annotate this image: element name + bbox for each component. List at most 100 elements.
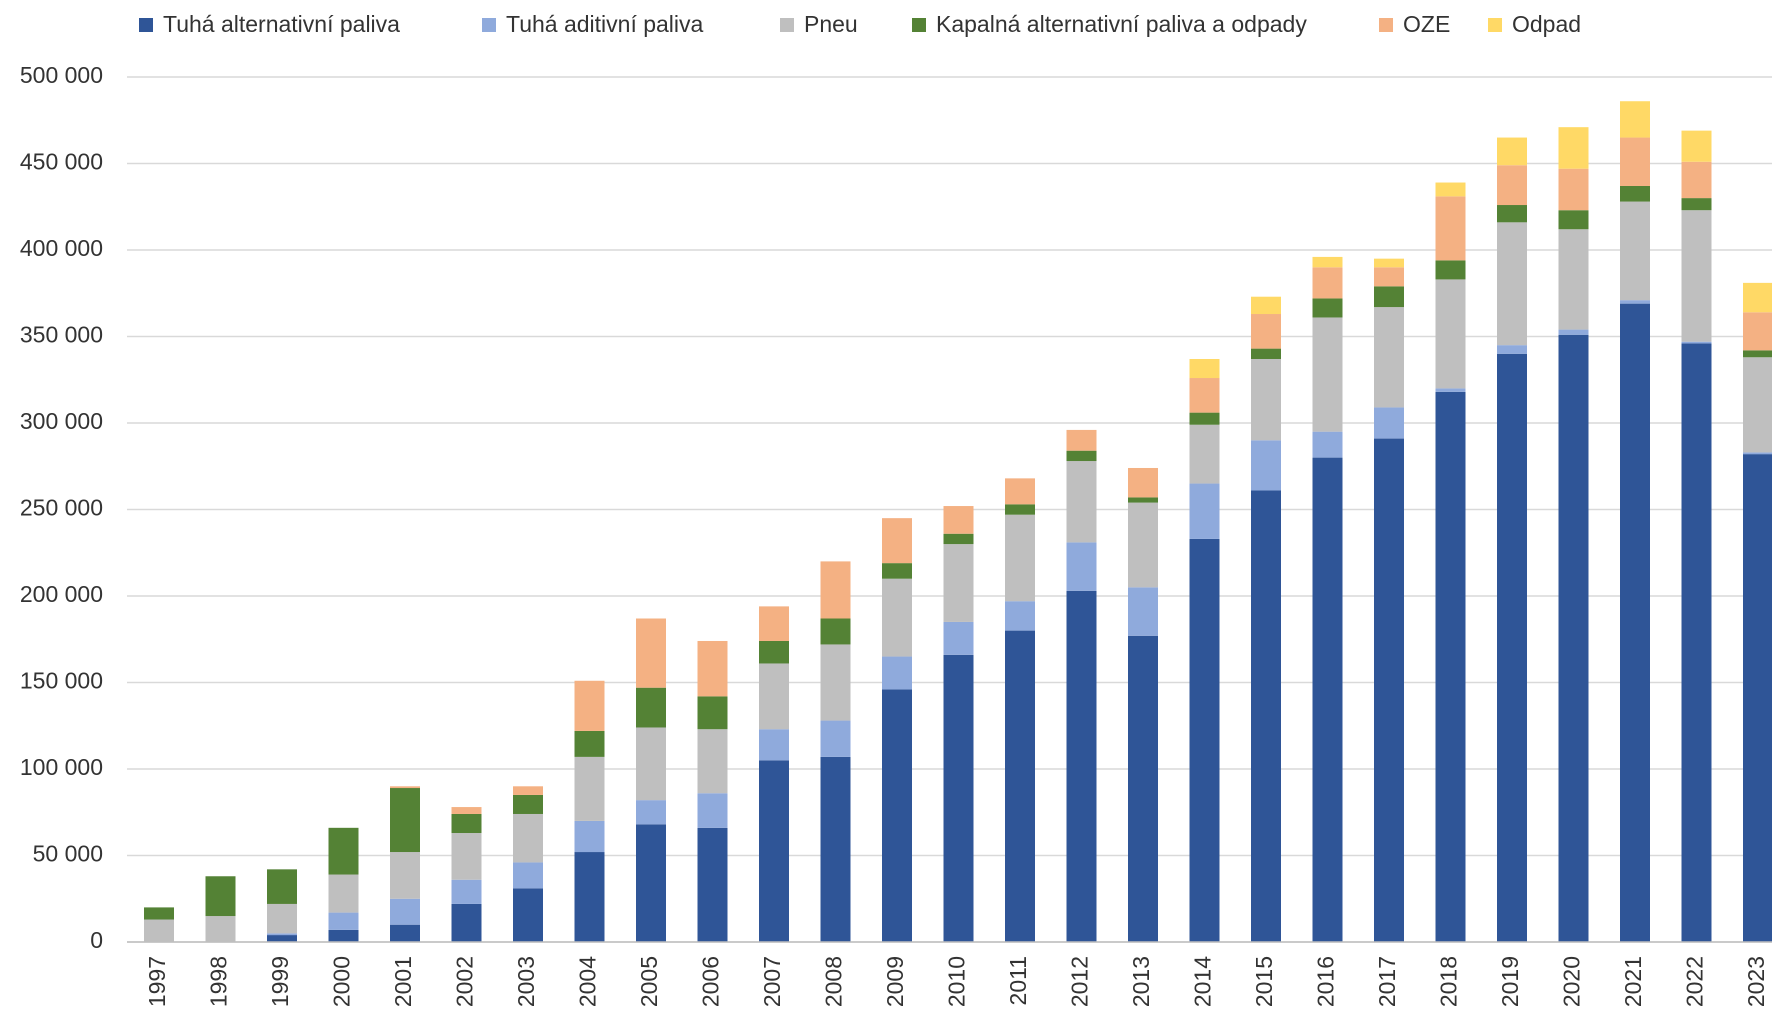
bar-segment bbox=[636, 618, 666, 688]
legend-label: Tuhá aditivní paliva bbox=[506, 11, 704, 37]
bar-segment bbox=[267, 935, 297, 942]
bar-segment bbox=[574, 730, 605, 757]
bar-segment bbox=[1312, 267, 1343, 299]
bar-segment bbox=[1497, 137, 1527, 166]
bar-segment bbox=[882, 518, 912, 564]
x-tick-label: 2003 bbox=[513, 956, 539, 1007]
bar-segment bbox=[1312, 298, 1343, 318]
bar-segment bbox=[1251, 314, 1281, 349]
bar-segment bbox=[390, 786, 420, 789]
x-tick-label: 1999 bbox=[267, 956, 293, 1007]
bar-segment bbox=[451, 903, 482, 942]
bar-segment bbox=[1558, 329, 1589, 335]
bar-segment bbox=[144, 907, 174, 920]
y-tick-label: 150 000 bbox=[20, 668, 103, 694]
x-tick-label: 2016 bbox=[1313, 956, 1339, 1007]
bar-segment bbox=[759, 606, 789, 641]
bar-segment bbox=[1620, 300, 1650, 304]
x-tick-label: 2022 bbox=[1682, 956, 1708, 1007]
bar-segment bbox=[1312, 457, 1343, 942]
bar-segment bbox=[1558, 334, 1589, 942]
bar-segment bbox=[1189, 483, 1220, 539]
bar-segment bbox=[943, 621, 974, 655]
bar-segment bbox=[759, 640, 789, 664]
bar-segment bbox=[390, 898, 420, 925]
bar-segment bbox=[451, 879, 482, 904]
bar-segment bbox=[1435, 182, 1466, 197]
legend-swatch bbox=[780, 18, 794, 32]
x-tick-label: 2004 bbox=[575, 956, 601, 1007]
y-tick-label: 250 000 bbox=[20, 495, 103, 521]
bar-segment bbox=[1743, 282, 1772, 313]
bar-segment bbox=[697, 729, 728, 794]
bar-segment bbox=[1374, 407, 1404, 439]
legend-swatch bbox=[139, 18, 153, 32]
bar-segment bbox=[1251, 348, 1281, 359]
bar-segment bbox=[1435, 279, 1466, 389]
bar-segment bbox=[1066, 542, 1097, 591]
bar-segment bbox=[697, 827, 728, 942]
x-tick-label: 2020 bbox=[1559, 956, 1585, 1007]
bar-segment bbox=[267, 933, 297, 936]
bar-segment bbox=[636, 687, 666, 728]
x-tick-label: 2007 bbox=[759, 956, 785, 1007]
x-tick-label: 2017 bbox=[1374, 956, 1400, 1007]
bar-segment bbox=[1435, 388, 1466, 392]
bar-segment bbox=[451, 807, 482, 814]
bar-segment bbox=[1128, 497, 1158, 503]
bar-segment bbox=[144, 919, 174, 942]
legend-swatch bbox=[1379, 18, 1393, 32]
bar-segment bbox=[943, 544, 974, 622]
bar-segment bbox=[1066, 590, 1097, 942]
y-tick-label: 450 000 bbox=[20, 149, 103, 175]
bar-segment bbox=[1681, 198, 1712, 211]
bar-segment bbox=[513, 862, 543, 889]
bar-segment bbox=[267, 903, 297, 934]
y-tick-label: 200 000 bbox=[20, 581, 103, 607]
bar-segment bbox=[1374, 438, 1404, 942]
bar-segment bbox=[1374, 258, 1404, 268]
x-tick-label: 2001 bbox=[390, 956, 416, 1007]
bar-segment bbox=[1189, 424, 1220, 484]
bar-segment bbox=[328, 827, 359, 875]
bar-segment bbox=[1681, 161, 1712, 199]
y-tick-label: 350 000 bbox=[20, 322, 103, 348]
bar-segment bbox=[1558, 229, 1589, 330]
bar-segment bbox=[943, 533, 974, 545]
bar-segment bbox=[1620, 137, 1650, 186]
bar-segment bbox=[1681, 341, 1712, 344]
x-tick-label: 2002 bbox=[452, 956, 478, 1007]
legend-swatch bbox=[1488, 18, 1502, 32]
bar-segment bbox=[1189, 378, 1220, 413]
x-tick-label: 2013 bbox=[1128, 956, 1154, 1007]
bar-segment bbox=[1005, 601, 1035, 631]
bar-segment bbox=[636, 824, 666, 942]
legend-label: Pneu bbox=[804, 11, 858, 37]
bar-segment bbox=[1681, 210, 1712, 342]
bar-segment bbox=[513, 786, 543, 795]
bar-segment bbox=[513, 794, 543, 814]
bar-segment bbox=[759, 729, 789, 761]
bar-segment bbox=[1128, 587, 1158, 636]
x-tick-label: 1997 bbox=[144, 956, 170, 1007]
bar-segment bbox=[1128, 635, 1158, 942]
x-tick-label: 2019 bbox=[1497, 956, 1523, 1007]
bar-segment bbox=[697, 793, 728, 828]
bar-segment bbox=[1497, 205, 1527, 223]
x-tick-label: 2010 bbox=[944, 956, 970, 1007]
bar-segment bbox=[636, 800, 666, 825]
bar-segment bbox=[574, 680, 605, 731]
bar-segment bbox=[1128, 502, 1158, 588]
bar-segment bbox=[1005, 514, 1035, 602]
bar-segment bbox=[1189, 412, 1220, 425]
bar-segment bbox=[943, 506, 974, 534]
bar-segment bbox=[1681, 343, 1712, 942]
bar-segment bbox=[1681, 130, 1712, 162]
bar-segment bbox=[1620, 201, 1650, 301]
bar-segment bbox=[1743, 454, 1772, 942]
bar-segment bbox=[1497, 353, 1527, 942]
bar-segment bbox=[1005, 630, 1035, 942]
bar-segment bbox=[1497, 165, 1527, 206]
bar-segment bbox=[328, 874, 359, 913]
